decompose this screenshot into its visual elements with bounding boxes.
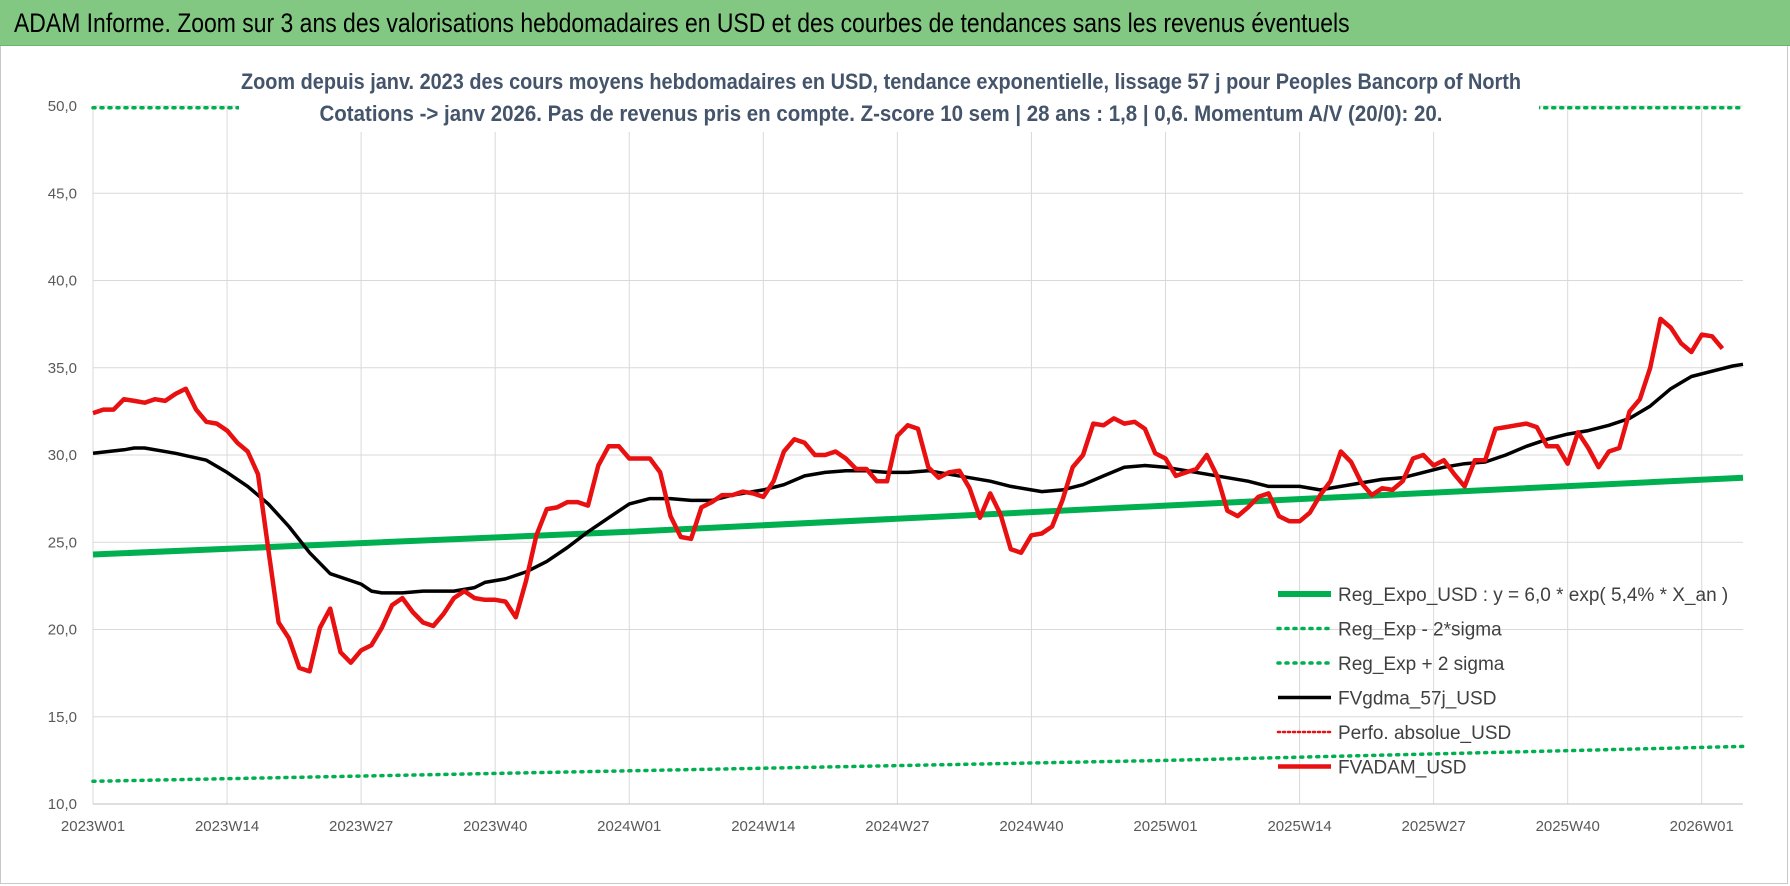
legend-label: Reg_Expo_USD : y = 6,0 * exp( 5,4% * X_a…: [1338, 585, 1728, 606]
legend-item: FVADAM_USD: [1278, 758, 1466, 779]
y-tick-label: 45,0: [48, 185, 77, 202]
chart-title-line-1: Zoom depuis janv. 2023 des cours moyens …: [241, 69, 1521, 94]
legend-item: Reg_Expo_USD : y = 6,0 * exp( 5,4% * X_a…: [1278, 585, 1728, 606]
y-tick-label: 50,0: [48, 98, 77, 115]
legend-label: Perfo. absolue_USD: [1338, 723, 1511, 744]
x-tick-label: 2025W01: [1133, 818, 1197, 835]
series-reg-expo-line: [92, 474, 1744, 558]
series-fvadam: [92, 316, 1725, 674]
y-tick-label: 40,0: [48, 273, 77, 290]
series: [91, 105, 1745, 784]
legend-item: Reg_Exp - 2*sigma: [1276, 620, 1502, 641]
y-tick-label: 30,0: [48, 447, 77, 464]
chart-frame: 10,0 15,0 20,0 25,0 30,0 35,0 40,0 45,0 50,0 202…: [0, 46, 1788, 884]
y-tick-label: 10,0: [48, 796, 77, 813]
x-tick-label: 2025W14: [1267, 818, 1331, 835]
x-tick-label: 2025W40: [1536, 818, 1600, 835]
legend-label: Reg_Exp + 2 sigma: [1338, 654, 1505, 675]
chart-title-line-2: Cotations -> janv 2026. Pas de revenus p…: [320, 101, 1443, 126]
legend-label: FVADAM_USD: [1338, 758, 1466, 779]
series-reg-minus-2sigma-line: [91, 744, 1745, 784]
page-title: ADAM Informe. Zoom sur 3 ans des valoris…: [14, 8, 1350, 38]
x-tick-label: 2026W01: [1670, 818, 1734, 835]
series-fvgdma-57j: [92, 362, 1744, 595]
y-axis-ticks: 10,0 15,0 20,0 25,0 30,0 35,0 40,0 45,0 50,0: [48, 98, 77, 813]
x-tick-label: 2024W14: [731, 818, 795, 835]
legend-item: Reg_Exp + 2 sigma: [1276, 654, 1505, 675]
legend: Reg_Expo_USD : y = 6,0 * exp( 5,4% * X_a…: [1276, 585, 1728, 779]
x-tick-label: 2023W14: [195, 818, 259, 835]
header-banner: ADAM Informe. Zoom sur 3 ans des valoris…: [0, 0, 1790, 46]
legend-item: FVgdma_57j_USD: [1278, 689, 1496, 710]
x-tick-label: 2023W27: [329, 818, 393, 835]
x-tick-label: 2023W01: [61, 818, 125, 835]
chart-title: Zoom depuis janv. 2023 des cours moyens …: [239, 62, 1539, 132]
legend-item: Perfo. absolue_USD: [1276, 723, 1511, 744]
y-tick-label: 15,0: [48, 709, 77, 726]
legend-label: Reg_Exp - 2*sigma: [1338, 620, 1502, 641]
series-fvgdma-57j-line: [92, 362, 1744, 595]
x-tick-label: 2023W40: [463, 818, 527, 835]
series-reg-minus-2sigma: [91, 744, 1745, 784]
x-tick-label: 2024W40: [999, 818, 1063, 835]
x-tick-label: 2024W01: [597, 818, 661, 835]
y-tick-label: 25,0: [48, 534, 77, 551]
chart-title-background: [239, 62, 1539, 132]
x-axis-ticks: 2023W01 2023W14 2023W27 2023W40 2024W01 2024W…: [61, 818, 1734, 835]
y-tick-label: 20,0: [48, 622, 77, 639]
chart: 10,0 15,0 20,0 25,0 30,0 35,0 40,0 45,0 50,0 202…: [48, 62, 1745, 835]
series-fvadam-line: [92, 316, 1725, 674]
x-tick-label: 2024W27: [865, 818, 929, 835]
series-reg-expo: [92, 474, 1744, 558]
legend-label: FVgdma_57j_USD: [1338, 689, 1496, 710]
y-tick-label: 35,0: [48, 360, 77, 377]
x-tick-label: 2025W27: [1402, 818, 1466, 835]
